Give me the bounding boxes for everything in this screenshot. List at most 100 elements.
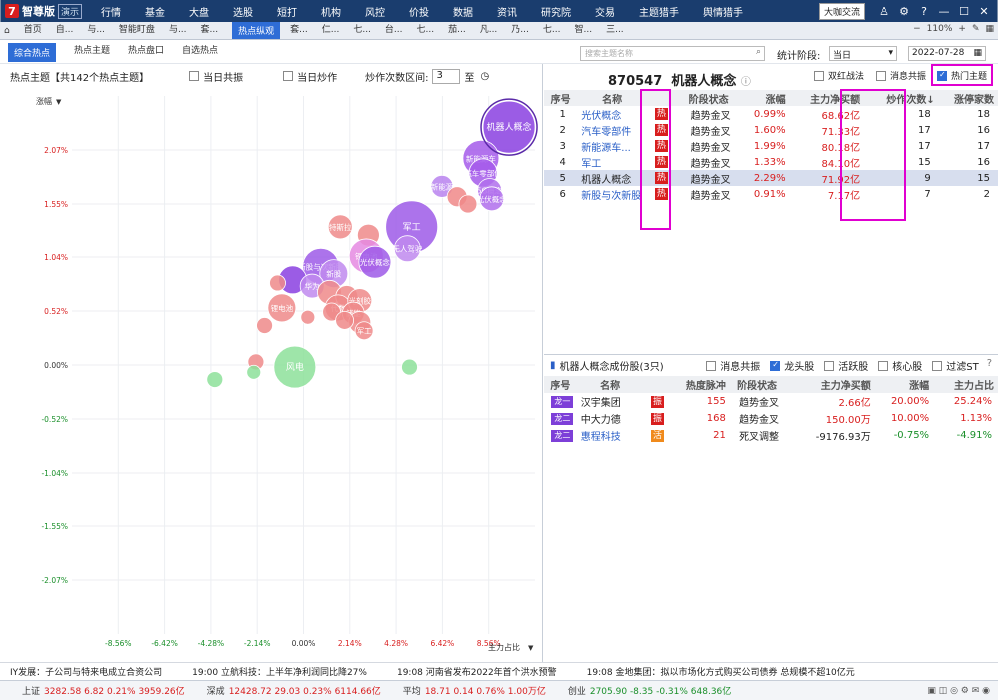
menu-item[interactable]: 价投 xyxy=(409,7,429,19)
topic-bubble[interactable] xyxy=(273,345,317,389)
exchange-button[interactable]: 大咖交流 xyxy=(818,3,865,20)
grid-icon[interactable]: ▦ xyxy=(985,24,994,34)
sub-tab[interactable]: 自选热点 xyxy=(182,46,219,56)
topic-bubble[interactable] xyxy=(327,214,353,240)
topic-bubble[interactable] xyxy=(358,245,392,279)
topic-bubble[interactable] xyxy=(300,309,316,325)
x-axis-label[interactable]: 主力占比 xyxy=(488,642,520,652)
news-item[interactable]: 19:08 河南省发布2022年首个洪水预警 xyxy=(396,668,557,678)
column-header[interactable]: 名称 xyxy=(602,94,623,106)
table-row[interactable]: 5 机器人概念 热 趋势金叉 2.29% 71.92亿 9 15 xyxy=(544,170,998,186)
column-header[interactable]: 序号 xyxy=(550,94,571,106)
constituent-filter-option[interactable]: 消息共振 xyxy=(706,358,760,373)
concept-name[interactable]: 军工 xyxy=(581,158,602,170)
news-item[interactable]: IY发展：子公司与特来电成立合资公司 xyxy=(10,668,163,678)
stock-name[interactable]: 汉宇集团 xyxy=(580,398,621,409)
zoom-out-icon[interactable]: − xyxy=(913,24,921,34)
constituent-filter-option[interactable]: 龙头股 xyxy=(770,358,814,373)
column-header[interactable]: 炒作次数↓ xyxy=(886,94,935,106)
constituent-filter-option[interactable]: 核心股 xyxy=(878,358,922,373)
topic-bubble[interactable] xyxy=(269,274,286,292)
range-input[interactable]: 3 xyxy=(432,68,461,84)
concept-name[interactable]: 新能源车... xyxy=(581,142,631,154)
topic-bubble[interactable] xyxy=(401,358,418,376)
page-tab[interactable]: 台... xyxy=(384,25,403,35)
menu-item[interactable]: 交易 xyxy=(595,7,615,19)
concept-name[interactable]: 汽车零部件 xyxy=(581,126,632,138)
page-tab[interactable]: 智能盯盘 xyxy=(118,25,155,35)
menu-item[interactable]: 风控 xyxy=(365,7,385,19)
maximize-icon[interactable]: ☐ xyxy=(959,5,969,18)
zoom-in-icon[interactable]: + xyxy=(958,24,966,34)
topic-bubble[interactable] xyxy=(430,174,454,198)
settings-icon[interactable]: ⚙ xyxy=(899,5,909,18)
toolbar-icons[interactable]: ▣ ◫ ◎ ⚙ ✉ ◉ xyxy=(927,685,990,696)
topic-bubble[interactable] xyxy=(267,293,297,323)
column-header[interactable]: 涨幅 xyxy=(765,94,786,106)
table-row[interactable]: 6 新股与次新股热 趋势金叉 0.91% 7.17亿 7 2 xyxy=(544,186,998,202)
menu-item[interactable]: 机构 xyxy=(321,7,341,19)
menu-item[interactable]: 短打 xyxy=(277,7,297,19)
index-item[interactable]: 上证 3282.58 6.82 0.21% 3959.26亿 xyxy=(22,684,185,697)
column-header[interactable]: 主力净买额 xyxy=(820,381,871,392)
page-tab[interactable]: 仁... xyxy=(321,25,340,35)
menu-item[interactable]: 行情 xyxy=(101,7,121,19)
stock-name[interactable]: 中大力德 xyxy=(580,415,621,426)
topic-bubble[interactable] xyxy=(206,371,224,388)
topic-bubble[interactable] xyxy=(458,194,478,214)
column-header[interactable]: 主力占比 xyxy=(954,381,994,392)
concept-name[interactable]: 光伏概念 xyxy=(581,110,622,122)
table-row[interactable]: 1 光伏概念 热 趋势金叉 0.99% 68.62亿 18 18 xyxy=(544,106,998,122)
page-tab[interactable]: 热点纵观 xyxy=(232,22,281,39)
help-icon[interactable]: ? xyxy=(921,5,927,18)
column-header[interactable] xyxy=(647,90,676,106)
page-tab[interactable]: 凡... xyxy=(479,25,498,35)
topic-bubble[interactable] xyxy=(246,364,262,380)
same-day-speculation-option[interactable]: 当日炒作 xyxy=(283,69,337,84)
page-tab[interactable]: 自... xyxy=(55,25,74,35)
index-item[interactable]: 深成 12428.72 29.03 0.23% 6114.66亿 xyxy=(207,684,381,697)
index-item[interactable]: 平均 18.71 0.14 0.76% 1.00万亿 xyxy=(403,684,546,697)
menu-item[interactable]: 研究院 xyxy=(541,7,571,19)
page-tab[interactable]: 首页 xyxy=(23,25,42,35)
table-row[interactable]: 2 汽车零部件 热 趋势金叉 1.60% 71.33亿 17 16 xyxy=(544,122,998,138)
concept-name[interactable]: 机器人概念 xyxy=(581,174,632,186)
clock-icon[interactable]: ◷ xyxy=(480,70,490,82)
home-icon[interactable]: ⌂ xyxy=(4,25,10,36)
stock-name[interactable]: 惠程科技 xyxy=(580,432,621,443)
column-header[interactable]: 名称 xyxy=(600,381,621,392)
dropdown-icon[interactable]: ▼ xyxy=(528,644,534,652)
page-tab[interactable]: 与... xyxy=(168,25,187,35)
menu-item[interactable]: 主题猎手 xyxy=(639,7,679,19)
column-header[interactable]: 阶段状态 xyxy=(688,94,729,106)
column-header[interactable]: 阶段状态 xyxy=(737,381,778,392)
column-header[interactable]: 涨幅 xyxy=(909,381,930,392)
user-icon[interactable]: ♙ xyxy=(879,5,889,18)
page-tab[interactable]: 乃... xyxy=(511,25,529,35)
pen-icon[interactable]: ✎ xyxy=(971,24,980,34)
stage-select[interactable]: 当日 ▾ xyxy=(829,46,897,61)
minimize-icon[interactable]: — xyxy=(938,5,950,18)
close-icon[interactable]: ✕ xyxy=(979,5,989,18)
page-tab[interactable]: 套... xyxy=(290,25,308,35)
page-tab[interactable]: 套... xyxy=(200,25,219,35)
topic-bubble[interactable] xyxy=(354,321,374,341)
constituent-filter-option[interactable]: 活跃股 xyxy=(824,358,868,373)
search-icon[interactable]: ⌕ xyxy=(755,47,761,57)
topic-bubble[interactable] xyxy=(479,186,505,212)
column-header[interactable]: 涨停家数 xyxy=(954,94,994,106)
page-tab[interactable]: 智... xyxy=(574,25,593,35)
constituent-filter-option[interactable]: 过滤ST xyxy=(932,358,979,373)
index-item[interactable]: 创业 2705.90 -8.35 -0.31% 648.36亿 xyxy=(568,684,731,697)
table-row[interactable]: 龙二 中大力德 振 168 趋势金叉 150.00万 10.00% 1.13% xyxy=(544,410,998,427)
page-tab[interactable]: 与... xyxy=(87,25,105,35)
menu-item[interactable]: 选股 xyxy=(233,7,253,19)
news-item[interactable]: 19:00 立航科技：上半年净利润同比降27% xyxy=(192,668,367,678)
news-resonance-option[interactable]: 消息共振 xyxy=(876,69,926,82)
table-row[interactable]: 3 新能源车... 热 趋势金叉 1.99% 80.18亿 17 17 xyxy=(544,138,998,154)
y-axis-label[interactable]: 涨幅 xyxy=(36,96,52,106)
table-row[interactable]: 龙一 汉宇集团 振 155 趋势金叉 2.66亿 20.00% 25.24% xyxy=(544,393,998,410)
page-tab[interactable]: 七... xyxy=(353,25,371,35)
column-header[interactable]: 序号 xyxy=(550,381,571,392)
info-icon[interactable]: ⓘ xyxy=(740,77,751,88)
